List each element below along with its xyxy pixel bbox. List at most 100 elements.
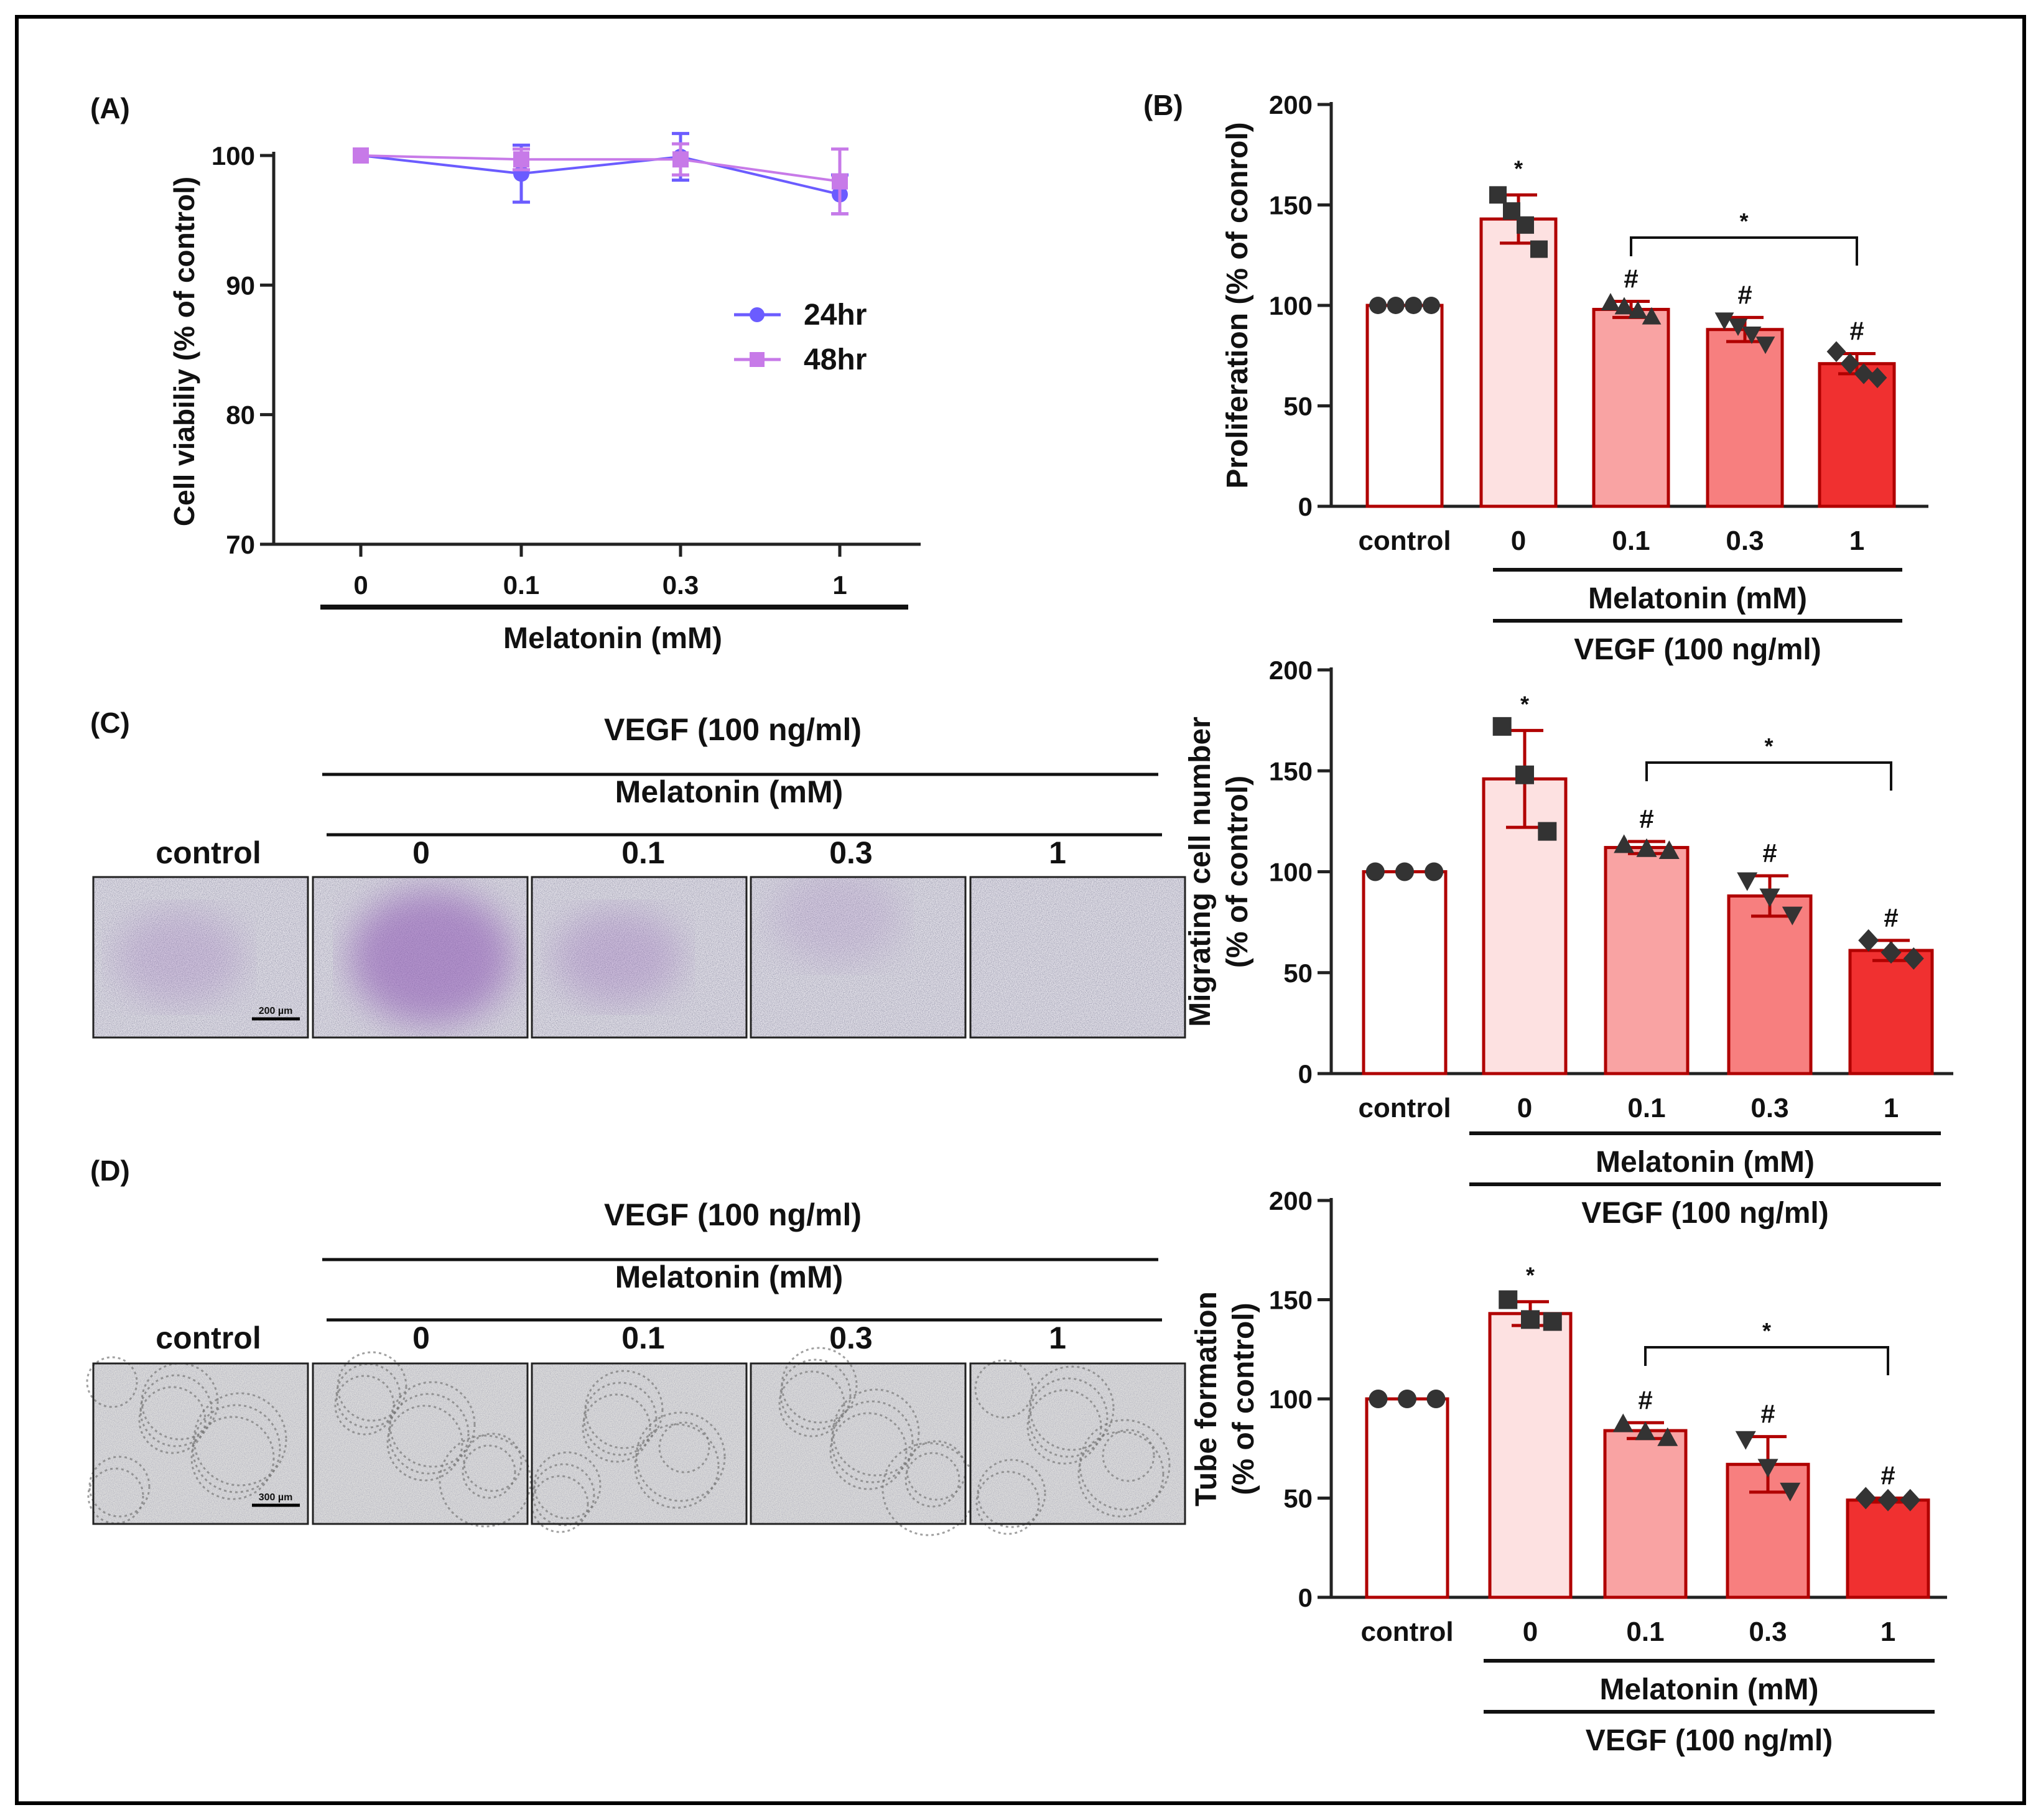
B-star-1: * (1514, 156, 1523, 181)
D-point-0 (1369, 1390, 1388, 1408)
B-y-tick-label: 150 (1269, 191, 1313, 220)
D-point-0 (1398, 1390, 1416, 1408)
C-point-3 (1759, 888, 1780, 908)
B-point-1 (1489, 186, 1507, 204)
d-tube-ring (1077, 1431, 1165, 1518)
d-tube-ring (141, 1362, 219, 1441)
a-series-1-line (360, 154, 840, 183)
B-hash-4: # (1849, 317, 1864, 346)
d-tube-ring (193, 1392, 287, 1487)
d-image-3-texture (751, 1363, 965, 1524)
d-network-2 (531, 1370, 726, 1533)
D-point-0 (1426, 1390, 1446, 1408)
B-y-tick-label: 200 (1269, 90, 1313, 119)
C-bar-0 (1362, 870, 1448, 1075)
D-point-2 (1635, 1421, 1656, 1441)
d-tube-ring (386, 1404, 463, 1482)
d-tube-ring (830, 1400, 914, 1483)
C-x-tick-label: 0.1 (1627, 1093, 1665, 1123)
C-point-1 (1492, 717, 1512, 736)
d-tube-ring (138, 1386, 207, 1454)
D-point-3 (1757, 1459, 1778, 1478)
C-x-tick-label: 0 (1517, 1093, 1532, 1123)
C-point-0 (1365, 862, 1385, 881)
a-y-tick-label: 80 (226, 401, 255, 430)
d-tube-ring (634, 1423, 720, 1509)
B-point-2 (1601, 292, 1620, 310)
B-bar-2 (1592, 307, 1670, 508)
C-y-tick-label: 150 (1269, 756, 1313, 786)
d-tube-ring (832, 1388, 920, 1477)
B-melatonin-label: Melatonin (mM) (1588, 582, 1807, 615)
C-y-tick-label: 50 (1283, 959, 1313, 988)
B-bar-1 (1479, 217, 1558, 508)
a-x-tick-label: 0.3 (663, 570, 699, 600)
c-image-1-frame (312, 876, 529, 1039)
C-bar-2 (1604, 846, 1690, 1075)
D-star-1: * (1526, 1263, 1535, 1288)
d-image-1-texture (313, 1363, 528, 1524)
C-vegf-label: VEGF (100 ng/ml) (1581, 1197, 1828, 1230)
d-melatonin-label: Melatonin (mM) (615, 1260, 844, 1294)
D-point-3 (1735, 1431, 1756, 1450)
a-x-tick-label: 0 (353, 570, 368, 600)
c-stain-0 (114, 909, 244, 1006)
B-x-tick-label: 1 (1849, 526, 1864, 556)
B-point-4 (1867, 367, 1887, 389)
D-y-tick-label: 200 (1269, 1186, 1313, 1215)
C-x-tick-label: control (1358, 1093, 1451, 1123)
C-hash-4: # (1884, 903, 1898, 932)
D-x-tick-label: 0.1 (1626, 1617, 1664, 1647)
a-series-1-point (513, 151, 529, 168)
d-tube-ring (388, 1393, 470, 1475)
c-control-label: control (156, 835, 261, 870)
d-image-3-frame (750, 1362, 967, 1525)
D-point-3 (1780, 1482, 1801, 1502)
D-hash-2: # (1638, 1385, 1652, 1414)
C-point-0 (1425, 862, 1444, 881)
c-vegf-label: VEGF (100 ng/ml) (604, 712, 862, 747)
D-melatonin-label: Melatonin (mM) (1600, 1673, 1819, 1706)
d-tube-ring (337, 1351, 407, 1422)
C-point-4 (1881, 941, 1902, 964)
d-tube-ring (975, 1470, 1040, 1535)
migration-images: VEGF (100 ng/ml) Melatonin (mM) control 0 0.… (92, 712, 1186, 1039)
c-image-4-frame (969, 876, 1186, 1039)
d-dose-label-1: 0.1 (621, 1321, 665, 1355)
D-point-4 (1877, 1488, 1899, 1511)
C-hash-3: # (1762, 838, 1777, 868)
C-melatonin-label: Melatonin (mM) (1596, 1146, 1815, 1179)
d-dose-label-0: 0 (412, 1321, 430, 1355)
a-y-tick-label: 100 (212, 141, 255, 170)
c-stain-blob-3 (772, 877, 901, 965)
C-significance-bracket (1645, 761, 1892, 791)
d-tube-ring (829, 1412, 908, 1490)
c-stain-3 (772, 877, 901, 965)
d-control-label: control (156, 1321, 261, 1355)
B-x-tick-label: 0 (1511, 526, 1526, 556)
B-point-0 (1405, 297, 1423, 314)
B-y-tick-label: 100 (1269, 291, 1313, 320)
c-image-4-texture (970, 877, 1185, 1038)
d-tube-ring (635, 1411, 726, 1502)
d-tube-ring (1028, 1377, 1109, 1458)
d-tube-ring (88, 1456, 151, 1518)
d-tube-ring (1102, 1429, 1155, 1482)
d-dose-label-3: 1 (1049, 1321, 1066, 1355)
D-y-axis-label-2: (% of control) (1227, 1302, 1260, 1495)
a-legend-0-marker (750, 307, 765, 322)
D-point-1 (1521, 1310, 1540, 1329)
d-tube-ring (532, 1463, 595, 1526)
d-tube-ring (977, 1459, 1046, 1528)
B-y-tick-label: 50 (1283, 392, 1313, 421)
D-y-axis-label: Tube formation (1190, 1291, 1223, 1507)
C-y-tick-label: 100 (1269, 858, 1313, 887)
a-legend-1-marker (750, 352, 765, 367)
B-point-3 (1742, 327, 1762, 345)
d-tube-ring (781, 1347, 858, 1424)
c-stain-1 (349, 889, 513, 1025)
D-y-tick-label: 150 (1269, 1286, 1313, 1315)
B-bar-4 (1818, 362, 1896, 508)
D-y-tick-label: 100 (1269, 1385, 1313, 1414)
